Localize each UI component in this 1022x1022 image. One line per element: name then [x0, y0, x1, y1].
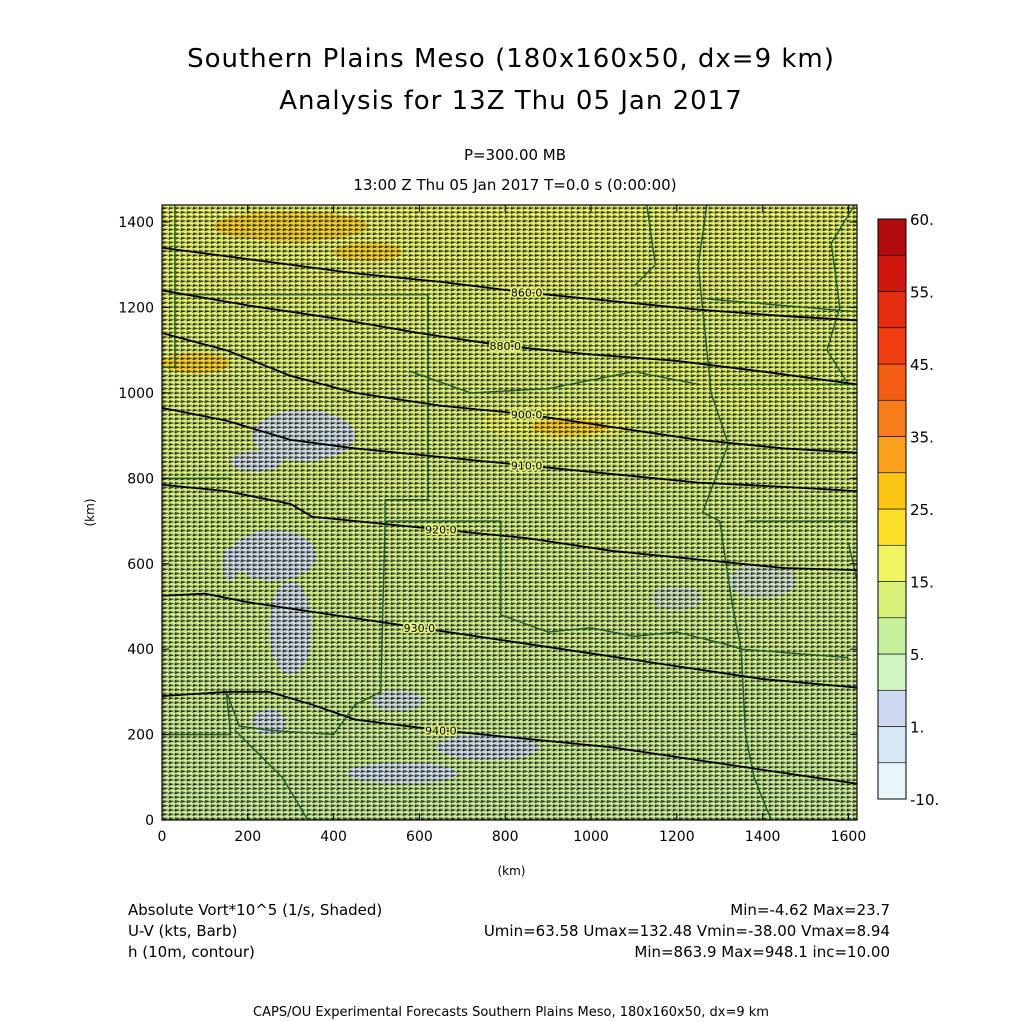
colorbar-label: 15.: [910, 574, 934, 592]
state-border: [162, 521, 386, 736]
height-contour-8600: [162, 246, 857, 322]
y-axis-label: (km): [83, 498, 97, 526]
colorbar-segment: [877, 218, 907, 256]
state-border: [633, 205, 657, 287]
state-border: [234, 729, 309, 820]
colorbar-segment: [877, 436, 907, 474]
contour-label: 910.0: [511, 460, 543, 473]
colorbar-label: -10.: [910, 791, 939, 809]
colorbar-label: 60.: [910, 211, 934, 229]
colorbar-segment: [877, 472, 907, 510]
x-tick-label: 1600: [831, 829, 867, 845]
height-contour-9200: [162, 483, 857, 572]
y-tick-label: 800: [127, 471, 154, 487]
state-border: [847, 542, 857, 581]
height-contours: 860.0 880.0 900.0 910.0 920.0 930.0 940.0: [162, 246, 857, 785]
x-tick-label: 600: [406, 829, 433, 845]
barb-field-label: U-V (kts, Barb): [128, 922, 238, 940]
colorbar-segment: [877, 363, 907, 401]
valid-time-label: 13:00 Z Thu 05 Jan 2017 T=0.0 s (0:00:00…: [353, 176, 677, 194]
height-contour-9000: [162, 332, 857, 454]
height-contour-9400: [162, 690, 857, 785]
x-tick-label: 1200: [659, 829, 695, 845]
y-tick-label: 200: [127, 728, 154, 744]
state-border: [500, 614, 742, 650]
state-border: [826, 205, 856, 385]
state-border: [697, 205, 772, 820]
x-tick-label: 800: [492, 829, 519, 845]
vorticity-field: [162, 205, 857, 820]
state-border: [162, 205, 176, 368]
colorbar-segment: [877, 291, 907, 329]
x-tick-label: 1400: [745, 829, 781, 845]
shaded-field-stats: Min=-4.62 Max=23.7: [730, 901, 890, 919]
height-contour-9100: [162, 406, 857, 493]
contour-label: 880.0: [489, 340, 521, 353]
colorbar-segment: [877, 617, 907, 655]
x-axis-label: (km): [497, 864, 525, 878]
y-tick-label: 1400: [118, 215, 154, 231]
y-tick-label: 600: [127, 557, 154, 573]
height-contour-8800: [162, 289, 857, 386]
chart-title-line-2: Analysis for 13Z Thu 05 Jan 2017: [279, 86, 743, 116]
colorbar-label: 1.: [910, 719, 924, 737]
colorbar-segment: [877, 581, 907, 619]
colorbar-segment: [877, 544, 907, 582]
contour-label: 920.0: [425, 524, 457, 537]
colorbar-segment: [877, 689, 907, 727]
y-tick-label: 1000: [118, 386, 154, 402]
colorbar-label: 35.: [910, 429, 934, 447]
colorbar-segment: [877, 726, 907, 764]
state-border: [174, 293, 502, 615]
colorbar: 60. 55. 45. 35. 25. 15. 5. 1. -10.: [877, 211, 939, 809]
contour-field-label: h (10m, contour): [128, 943, 255, 961]
colorbar-segment: [877, 399, 907, 437]
axes: 0 200 400 600 800 1000 1200 1400 160002004006008…: [83, 204, 867, 878]
contour-label: 860.0: [511, 287, 543, 300]
state-border: [741, 648, 849, 659]
colorbar-label: 5.: [910, 646, 924, 664]
colorbar-frame: [877, 218, 907, 800]
contour-label: 900.0: [511, 408, 543, 421]
colorbar-segment: [877, 508, 907, 546]
shaded-field-label: Absolute Vort*10^5 (1/s, Shaded): [128, 901, 383, 919]
plot-frame: [161, 204, 858, 821]
barb-field-stats: Umin=63.58 Umax=132.48 Vmin=-38.00 Vmax=…: [483, 922, 890, 940]
y-tick-label: 1200: [118, 301, 154, 317]
colorbar-segment: [877, 327, 907, 365]
colorbar-segment: [877, 762, 907, 800]
y-tick-label: 0: [145, 813, 154, 829]
state-border: [410, 370, 699, 394]
colorbar-segment: [877, 653, 907, 691]
wind-barbs: [162, 205, 857, 820]
state-border: [706, 298, 857, 313]
colorbar-label: 25.: [910, 501, 934, 519]
pressure-level-label: P=300.00 MB: [463, 146, 567, 164]
chart-title-line-1: Southern Plains Meso (180x160x50, dx=9 k…: [187, 44, 835, 74]
contour-label: 940.0: [425, 724, 457, 737]
colorbar-label: 55.: [910, 284, 934, 302]
plot-area: 860.0 880.0 900.0 910.0 920.0 930.0 940.0 0 200…: [83, 204, 867, 878]
colorbar-segment: [877, 254, 907, 292]
x-tick-label: 1000: [573, 829, 609, 845]
colorbar-label: 45.: [910, 356, 934, 374]
credit-line: CAPS/OU Experimental Forecasts Southern …: [253, 1005, 769, 1020]
x-tick-label: 200: [234, 829, 261, 845]
x-tick-label: 0: [158, 829, 167, 845]
contour-label: 930.0: [404, 622, 436, 635]
y-tick-label: 400: [127, 642, 154, 658]
height-contour-9300: [162, 592, 857, 689]
contour-field-stats: Min=863.9 Max=948.1 inc=10.00: [634, 943, 890, 961]
x-tick-label: 400: [320, 829, 347, 845]
